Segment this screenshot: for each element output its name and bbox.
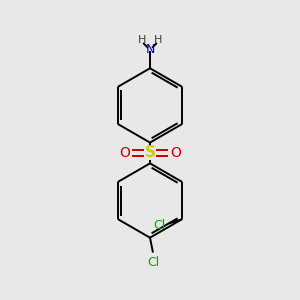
Text: H: H	[137, 35, 146, 45]
Text: H: H	[154, 35, 163, 45]
Text: S: S	[145, 146, 155, 160]
Text: N: N	[145, 43, 155, 56]
Text: Cl: Cl	[147, 256, 159, 269]
Text: O: O	[170, 146, 181, 160]
Text: O: O	[119, 146, 130, 160]
Text: Cl: Cl	[153, 218, 165, 232]
